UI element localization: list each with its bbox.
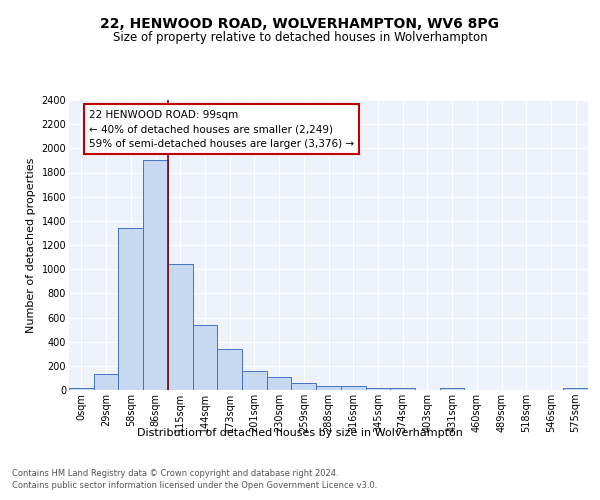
Bar	[365, 388, 390, 390]
Text: Contains public sector information licensed under the Open Government Licence v3: Contains public sector information licen…	[12, 482, 377, 490]
Text: 22 HENWOOD ROAD: 99sqm
← 40% of detached houses are smaller (2,249)
59% of semi-: 22 HENWOOD ROAD: 99sqm ← 40% of detached…	[89, 110, 354, 150]
Bar	[217, 349, 242, 390]
Bar	[563, 388, 588, 390]
Bar	[267, 378, 292, 390]
Bar	[292, 384, 316, 390]
Bar	[193, 325, 217, 390]
Text: Contains HM Land Registry data © Crown copyright and database right 2024.: Contains HM Land Registry data © Crown c…	[12, 470, 338, 478]
Bar	[440, 388, 464, 390]
Bar	[316, 386, 341, 390]
Bar	[69, 388, 94, 390]
Bar	[341, 386, 365, 390]
Bar	[94, 374, 118, 390]
Bar	[143, 160, 168, 390]
Bar	[118, 228, 143, 390]
Bar	[390, 388, 415, 390]
Text: Distribution of detached houses by size in Wolverhampton: Distribution of detached houses by size …	[137, 428, 463, 438]
Y-axis label: Number of detached properties: Number of detached properties	[26, 158, 36, 332]
Text: 22, HENWOOD ROAD, WOLVERHAMPTON, WV6 8PG: 22, HENWOOD ROAD, WOLVERHAMPTON, WV6 8PG	[101, 18, 499, 32]
Text: Size of property relative to detached houses in Wolverhampton: Size of property relative to detached ho…	[113, 31, 487, 44]
Bar	[242, 370, 267, 390]
Bar	[168, 264, 193, 390]
